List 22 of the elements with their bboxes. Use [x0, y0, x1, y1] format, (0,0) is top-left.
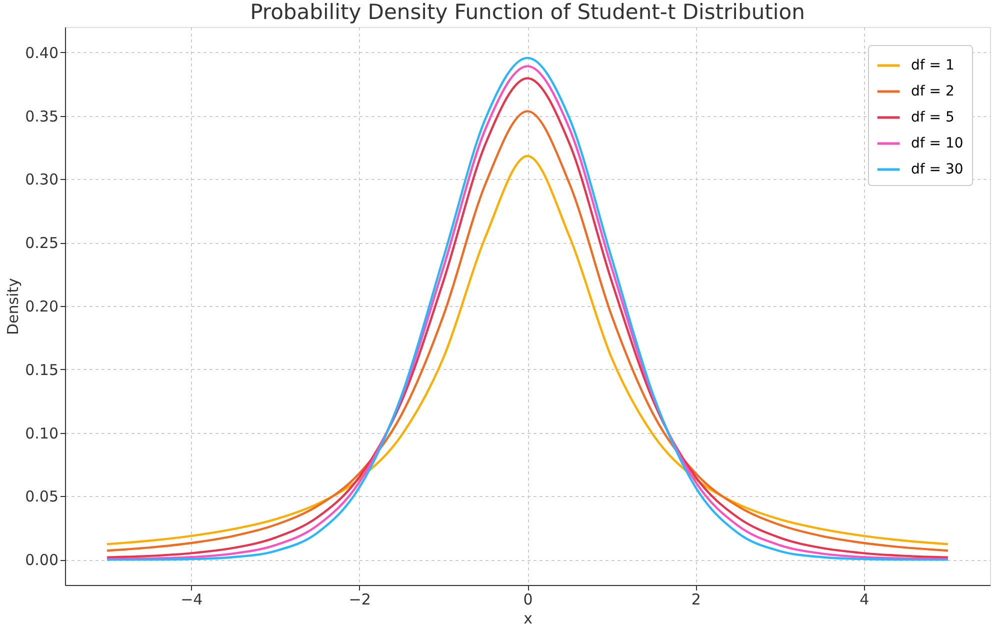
y-tick-label: 0.25 — [25, 234, 58, 252]
y-tick-label: 0.40 — [25, 44, 58, 62]
x-tick-label: 4 — [860, 590, 870, 608]
y-tick-label: 0.30 — [25, 170, 58, 189]
x-tick-label: 0 — [523, 590, 533, 608]
x-tick-label: 2 — [691, 590, 701, 608]
legend-label: df = 2 — [911, 84, 954, 100]
chart-title: Probability Density Function of Student-t Distribution — [250, 0, 805, 24]
y-tick-label: 0.10 — [25, 424, 58, 442]
y-tick-label: 0.35 — [25, 107, 58, 126]
x-tick-label: −2 — [348, 590, 371, 608]
legend-label: df = 1 — [911, 58, 954, 74]
y-axis-title: Density — [4, 278, 22, 336]
x-tick-label: −4 — [180, 590, 203, 608]
x-axis-title: x — [524, 610, 533, 628]
legend-label: df = 5 — [911, 110, 954, 126]
legend-label: df = 30 — [911, 162, 964, 178]
y-tick-label: 0.20 — [25, 298, 58, 316]
y-tick-label: 0.15 — [25, 360, 58, 379]
y-tick-label: 0.00 — [25, 551, 58, 570]
y-tick-label: 0.05 — [25, 488, 58, 506]
legend-label: df = 10 — [911, 136, 964, 152]
